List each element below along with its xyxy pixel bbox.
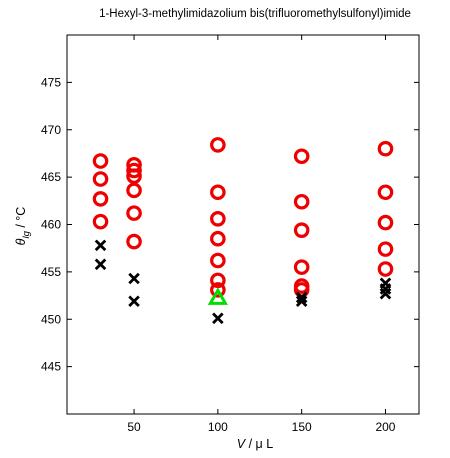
x-marker bbox=[295, 295, 308, 308]
x-axis-variable: V bbox=[237, 437, 247, 451]
x-marker bbox=[94, 239, 107, 252]
y-axis-label: θlg / °C bbox=[14, 207, 32, 246]
circle-marker bbox=[293, 259, 310, 275]
data-markers bbox=[92, 137, 394, 325]
circle-marker bbox=[293, 193, 310, 210]
x-axis-label: V / μ L bbox=[237, 437, 273, 451]
y-tick-label: 455 bbox=[41, 265, 61, 279]
y-tick-label: 450 bbox=[41, 312, 61, 326]
circle-marker bbox=[210, 230, 226, 247]
circle-marker bbox=[210, 272, 226, 289]
y-tick-label: 445 bbox=[41, 360, 61, 374]
y-axis-unit: / °C bbox=[14, 207, 28, 231]
circle-marker bbox=[377, 214, 394, 231]
circle-marker bbox=[126, 205, 142, 221]
circle-marker bbox=[293, 222, 310, 238]
circle-marker bbox=[210, 211, 226, 227]
y-tick-label: 465 bbox=[41, 170, 61, 184]
x-axis-unit: / μ L bbox=[245, 437, 273, 451]
circle-marker bbox=[126, 233, 142, 250]
x-marker bbox=[379, 287, 392, 300]
x-tick-label: 100 bbox=[208, 420, 228, 434]
y-axis-variable: θ bbox=[14, 238, 28, 245]
y-axis-subscript: lg bbox=[21, 230, 32, 238]
circle-marker bbox=[210, 184, 226, 201]
y-tick-label: 460 bbox=[41, 218, 61, 232]
circle-marker bbox=[210, 282, 226, 298]
circle-marker bbox=[92, 171, 109, 187]
circle-marker bbox=[293, 148, 310, 165]
x-marker bbox=[212, 312, 224, 325]
y-axis-ticks: 445 450 455 460 465 470 475 bbox=[41, 75, 419, 374]
circle-marker bbox=[126, 162, 142, 179]
x-marker bbox=[94, 258, 107, 271]
circle-marker bbox=[126, 182, 142, 199]
circle-marker bbox=[377, 184, 394, 201]
x-tick-label: 200 bbox=[375, 420, 395, 434]
circle-marker bbox=[126, 168, 142, 184]
circle-marker bbox=[377, 140, 394, 157]
circle-marker bbox=[210, 252, 226, 269]
x-marker bbox=[128, 295, 140, 308]
x-marker bbox=[128, 272, 140, 285]
circle-marker bbox=[377, 241, 394, 257]
circle-marker bbox=[92, 213, 109, 230]
plot-area bbox=[66, 34, 420, 415]
x-tick-label: 50 bbox=[127, 420, 141, 434]
circle-marker bbox=[210, 137, 226, 153]
chart-title: 1-Hexyl-3-methylimidazolium bis(trifluor… bbox=[99, 8, 411, 20]
x-tick-label: 150 bbox=[292, 420, 312, 434]
y-tick-label: 475 bbox=[41, 75, 61, 89]
x-axis-ticks: 50 100 150 200 bbox=[127, 35, 396, 434]
circle-marker bbox=[92, 191, 109, 207]
y-tick-label: 470 bbox=[41, 123, 61, 137]
circle-marker bbox=[92, 153, 109, 169]
circle-marker bbox=[377, 261, 394, 277]
triangle-marker bbox=[207, 287, 228, 305]
